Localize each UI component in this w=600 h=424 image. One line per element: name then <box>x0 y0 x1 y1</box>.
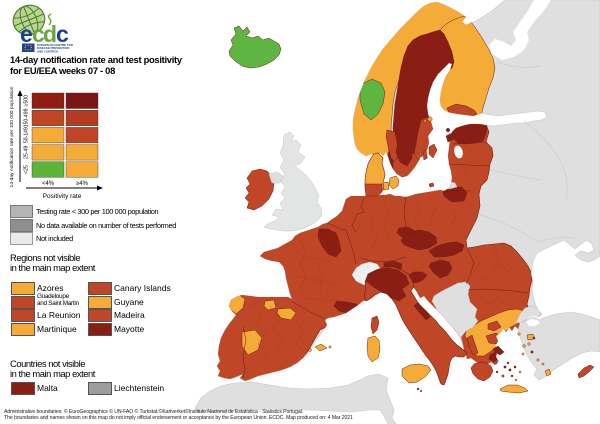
svg-text:<25: <25 <box>24 165 30 174</box>
svg-text:e: e <box>20 21 32 47</box>
svg-text:c: c <box>32 21 45 47</box>
svg-text:25-49: 25-49 <box>24 146 30 159</box>
svg-text:Positivity rate: Positivity rate <box>43 193 82 200</box>
svg-text:d: d <box>43 21 56 47</box>
svg-text:14-day notification rate per 1: 14-day notification rate per 100 000 pop… <box>9 86 15 187</box>
svg-text:<4%: <4% <box>42 181 55 187</box>
svg-text:50-149: 50-149 <box>24 127 30 143</box>
svg-text:c: c <box>56 21 69 47</box>
svg-text:≥500: ≥500 <box>24 95 30 106</box>
svg-text:AND CONTROL: AND CONTROL <box>37 49 59 53</box>
svg-text:≥4%: ≥4% <box>76 181 89 187</box>
svg-text:EUROPEAN CENTRE FOR: EUROPEAN CENTRE FOR <box>37 43 74 47</box>
svg-text:DISEASE PREVENTION: DISEASE PREVENTION <box>37 46 69 50</box>
svg-text:150-499: 150-499 <box>24 108 30 127</box>
